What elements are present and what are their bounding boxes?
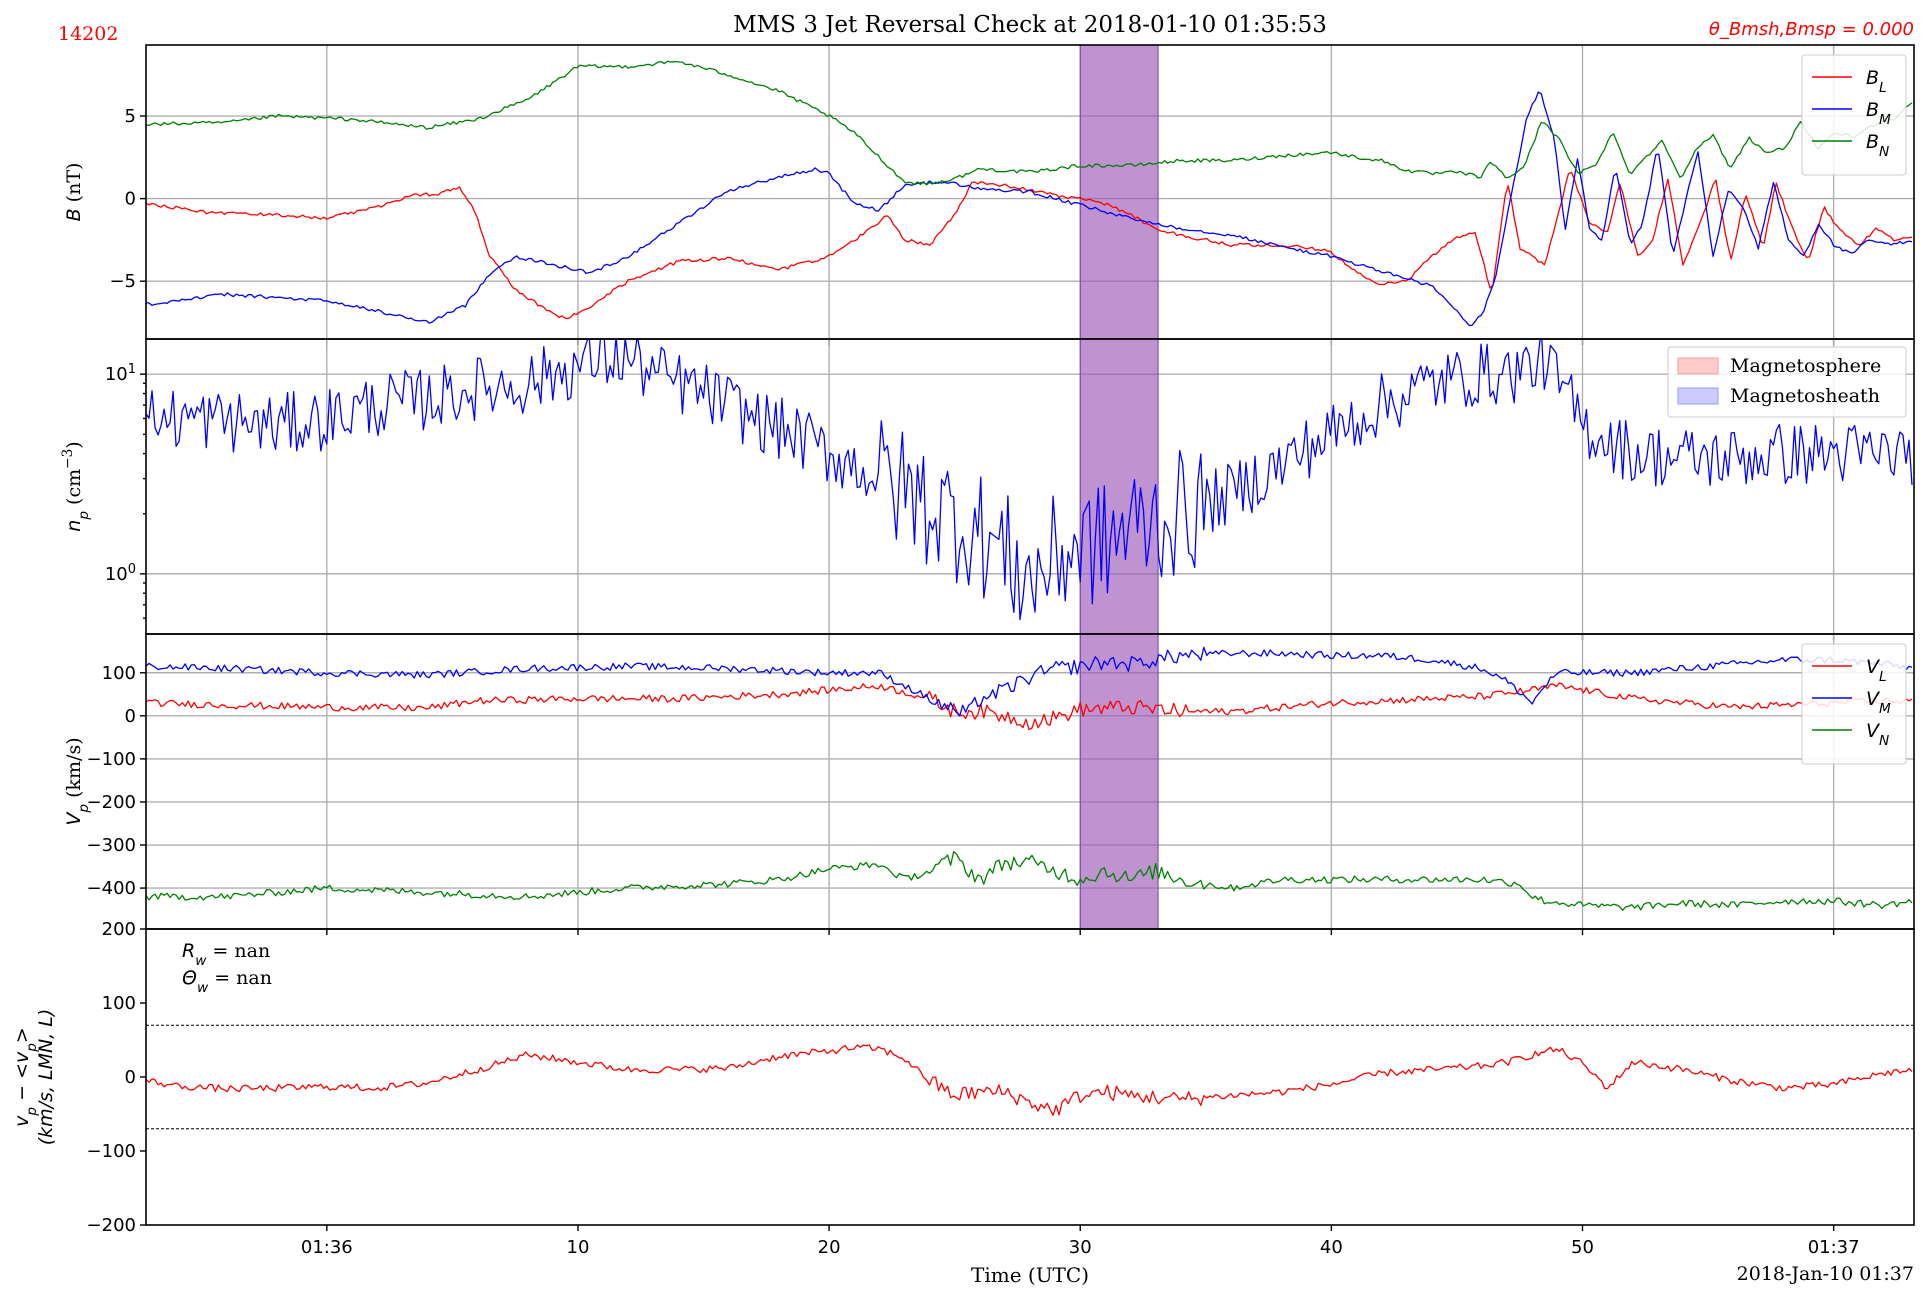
theta-label: θ_Bmsh,Bmsp = 0.000 <box>1709 19 1914 40</box>
y-tick-label: −300 <box>87 835 136 856</box>
velocity-panel: 100 0 −100 −200 −300 −400 Vp (km/s) VL VM VN <box>63 633 1915 935</box>
y-tick-label: 200 <box>102 919 136 940</box>
x-tick-label: 10 <box>567 1237 590 1258</box>
legend-box <box>1667 346 1907 418</box>
y-tick-label: 0 <box>125 189 136 210</box>
series-line-n-p <box>146 339 1913 621</box>
y-tick-label: 100 <box>102 663 136 684</box>
y-tick-label: −400 <box>87 878 136 899</box>
x-axis-label: Time (UTC) <box>971 1263 1089 1287</box>
y-axis-label: vp − <vp> <box>11 1027 40 1127</box>
legend-label: VL <box>1866 656 1887 685</box>
legend-label: Magnetosphere <box>1730 355 1881 377</box>
x-tick-label: 01:37 <box>1808 1237 1860 1258</box>
legend-box <box>1801 54 1907 176</box>
figure-id-label: 14202 <box>58 23 118 45</box>
series-line-b-n <box>146 60 1913 186</box>
series-line-b-m <box>146 91 1913 327</box>
y-tick-label: 0 <box>125 706 136 727</box>
legend-label: VN <box>1866 720 1889 749</box>
y-tick-label: −200 <box>87 792 136 813</box>
y-tick-label: −100 <box>87 749 136 770</box>
y-axis-label: np (cm−3) <box>60 441 92 531</box>
x-tick-label: 01:36 <box>301 1237 353 1258</box>
panel-frame <box>145 633 1915 930</box>
y-tick-label: 5 <box>125 106 136 127</box>
legend-label: BM <box>1866 99 1891 128</box>
legend-swatch <box>1677 357 1719 375</box>
y-tick-label: −200 <box>87 1215 136 1236</box>
legend-swatch <box>1677 387 1719 405</box>
series-line-v-m <box>146 646 1913 717</box>
x-tick-label: 40 <box>1320 1237 1343 1258</box>
event-highlight-band <box>1079 633 1159 930</box>
series-line-deviation <box>146 1044 1913 1116</box>
legend-label: VM <box>1866 688 1891 717</box>
y-axis-label-unit: (km/s, LMN, L) <box>35 1009 57 1146</box>
b-field-panel: 5 0 −5 B (nT) BL BM BN <box>63 44 1915 345</box>
legend-label: BN <box>1866 131 1889 160</box>
date-stamp: 2018-Jan-10 01:37 <box>1737 1263 1914 1285</box>
y-tick-label: 100 <box>105 561 136 585</box>
velocity-deviation-panel: 200 100 0 −100 −200 01:36 10 20 30 40 50 01:37 vp − … <box>11 919 1915 1258</box>
legend-label: BL <box>1866 67 1887 96</box>
y-tick-label: 101 <box>105 362 136 386</box>
y-tick-label: 100 <box>102 993 136 1014</box>
annotation-label: Rw = nan <box>182 940 270 969</box>
y-axis-label: B (nT) <box>63 163 85 222</box>
annotation-label: Θw = nan <box>182 967 272 996</box>
y-tick-label: −100 <box>87 1141 136 1162</box>
x-tick-label: 30 <box>1069 1237 1092 1258</box>
density-panel: 101 100 np (cm−3) Magnetosphere Magnetosheat… <box>60 338 1915 640</box>
y-tick-label: 0 <box>125 1067 136 1088</box>
event-highlight-band <box>1079 44 1159 340</box>
legend-box <box>1801 643 1907 765</box>
legend-label: Magnetosheath <box>1730 385 1880 407</box>
series-line-v-l <box>146 682 1913 731</box>
y-tick-label: −5 <box>109 271 136 292</box>
series-line-b-l <box>146 171 1913 320</box>
y-axis-label: Vp (km/s) <box>63 737 92 825</box>
x-tick-label: 50 <box>1571 1237 1594 1258</box>
figure-title: MMS 3 Jet Reversal Check at 2018-01-10 0… <box>733 12 1327 38</box>
panel-frame <box>145 928 1915 1226</box>
x-tick-label: 20 <box>818 1237 841 1258</box>
series-line-v-n <box>146 850 1913 911</box>
